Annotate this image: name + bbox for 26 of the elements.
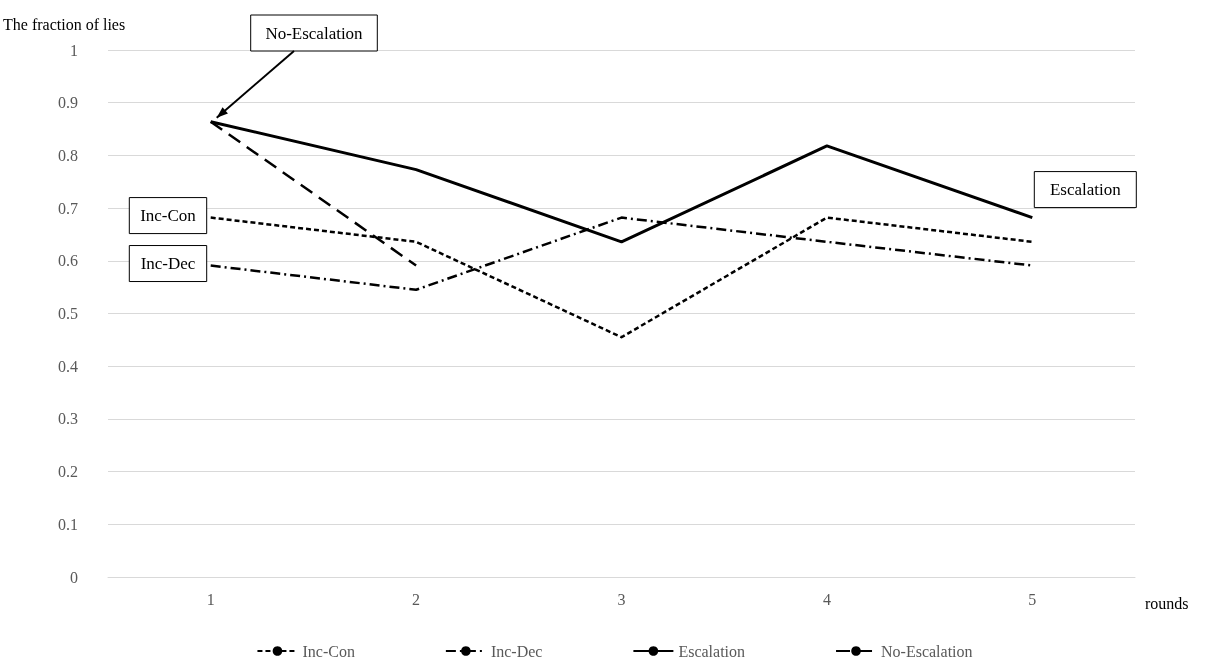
x-tick-label: 4 xyxy=(822,590,831,608)
annotation: Inc-Con xyxy=(140,206,197,226)
x-tick-label: 2 xyxy=(412,590,421,608)
annotation: Inc-Dec xyxy=(140,254,196,274)
y-tick-label: 0.4 xyxy=(58,357,78,375)
annotation: Escalation xyxy=(1049,180,1122,200)
y-tick-label: 0.6 xyxy=(58,252,78,270)
x-tick-label: 1 xyxy=(206,590,215,608)
annotation: No-Escalation xyxy=(265,23,364,43)
x-axis-title: rounds xyxy=(1145,594,1189,612)
y-tick-label: 0.8 xyxy=(58,146,78,164)
y-axis-title: The fraction of lies xyxy=(3,15,126,33)
y-tick-label: 0.9 xyxy=(58,94,78,112)
y-tick-label: 0 xyxy=(70,568,78,586)
legend-label: Inc-Dec xyxy=(490,642,543,660)
x-tick-label: 3 xyxy=(617,590,626,608)
y-tick-label: 0.2 xyxy=(58,463,78,481)
y-tick-label: 0.3 xyxy=(58,410,78,428)
legend-label: No-Escalation xyxy=(881,642,973,660)
y-tick-label: 1 xyxy=(70,41,78,59)
legend-label: Inc-Con xyxy=(302,642,355,660)
x-tick-label: 5 xyxy=(1028,590,1037,608)
y-tick-label: 0.7 xyxy=(58,199,78,217)
y-tick-label: 0.1 xyxy=(58,515,78,533)
legend-label: Escalation xyxy=(678,642,746,660)
y-tick-label: 0.5 xyxy=(58,305,78,322)
